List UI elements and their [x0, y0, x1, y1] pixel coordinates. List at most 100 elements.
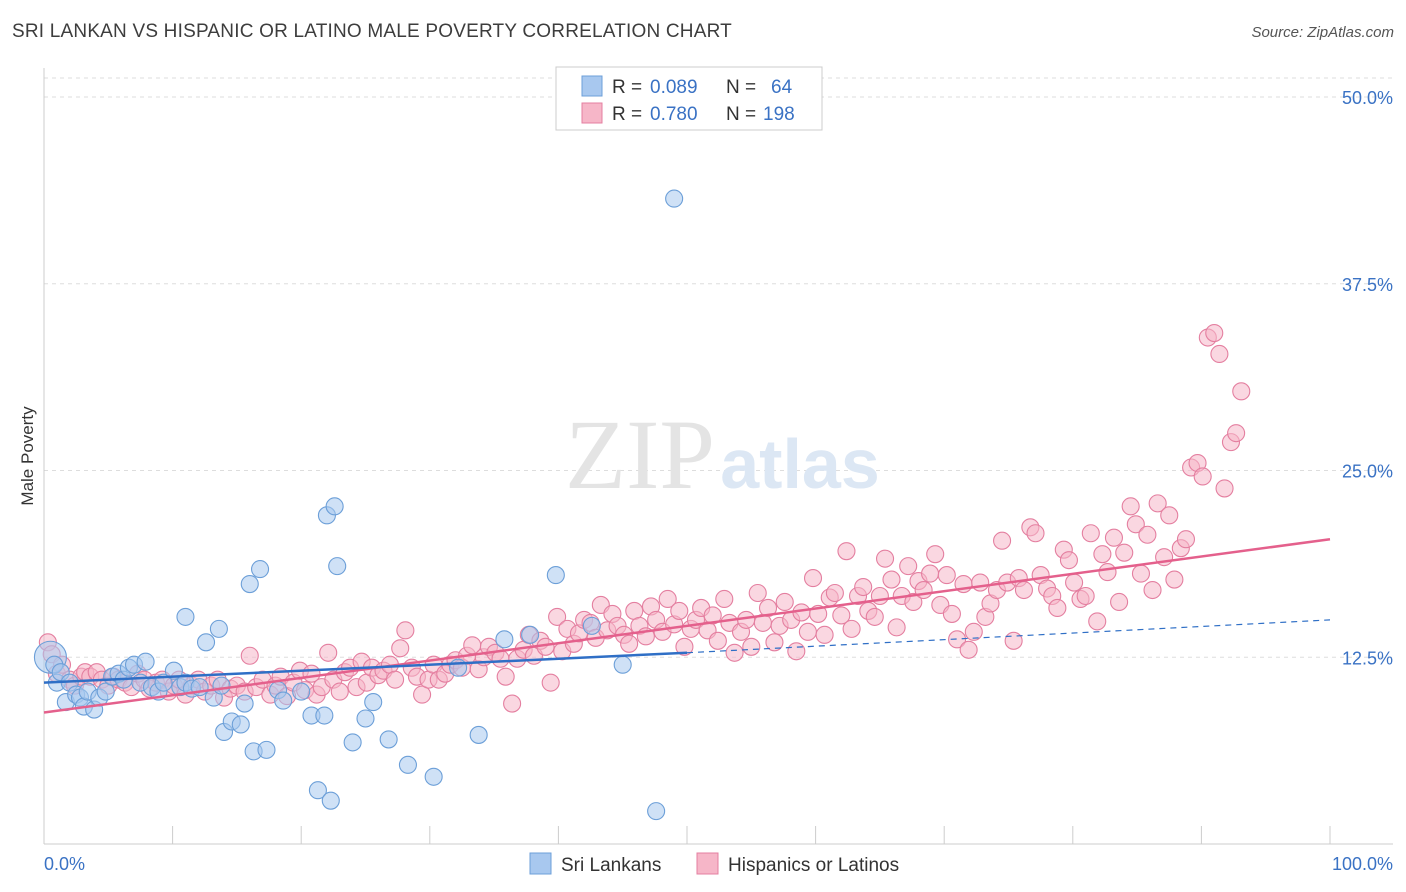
point-hispanics: [1148, 494, 1167, 513]
point-hispanics: [837, 542, 856, 561]
point-hispanics: [1131, 564, 1151, 583]
point-hispanics: [1059, 551, 1078, 570]
point-srilankans: [495, 630, 514, 649]
legend-r-label-1: R =: [612, 77, 642, 98]
point-hispanics: [1065, 573, 1084, 592]
legend-n-label-2: N =: [726, 104, 756, 125]
point-hispanics: [703, 606, 722, 625]
point-hispanics: [670, 601, 689, 620]
point-hispanics: [926, 545, 945, 564]
point-srilankans: [521, 625, 540, 644]
point-hispanics: [658, 589, 677, 609]
point-srilankans: [356, 709, 375, 728]
point-hispanics: [748, 583, 767, 603]
point-srilankans: [546, 566, 565, 585]
point-hispanics: [541, 673, 560, 692]
point-hispanics: [787, 642, 806, 661]
point-hispanics: [396, 621, 415, 640]
legend-r-value-1: 0.089: [650, 77, 698, 98]
point-hispanics: [1088, 612, 1107, 631]
legend-r-value-2: 0.780: [650, 104, 698, 125]
point-hispanics: [875, 549, 895, 568]
series-legend: Sri Lankans Hispanics or Latinos: [529, 852, 899, 876]
point-hispanics: [882, 570, 901, 589]
legend-swatch-blue: [581, 75, 603, 97]
point-hispanics: [765, 633, 784, 652]
point-hispanics: [496, 667, 515, 686]
y-tick-label: 12.5%: [1342, 648, 1393, 668]
point-srilankans: [315, 706, 334, 725]
legend-swatch-pink: [581, 102, 603, 124]
point-hispanics: [899, 557, 918, 576]
trend-srilankans: [43, 651, 688, 684]
point-hispanics: [798, 622, 817, 641]
point-hispanics: [1165, 570, 1184, 589]
point-hispanics: [964, 622, 983, 641]
point-hispanics: [870, 586, 889, 606]
point-srilankans: [308, 781, 327, 800]
point-hispanics: [1026, 524, 1045, 543]
point-hispanics: [1143, 580, 1162, 600]
point-hispanics: [865, 607, 884, 626]
trend-lines: [43, 537, 1331, 714]
legend-n-value-2: 198: [763, 104, 795, 125]
point-srilankans: [196, 633, 216, 652]
point-hispanics: [1081, 524, 1100, 543]
watermark-atlas: atlas: [720, 425, 880, 503]
point-hispanics: [386, 670, 405, 689]
point-srilankans: [164, 661, 183, 680]
point-hispanics: [1176, 530, 1196, 549]
y-tick-label: 25.0%: [1342, 462, 1393, 482]
point-srilankans: [449, 658, 468, 677]
point-hispanics: [1193, 467, 1212, 486]
source-credit: Source: ZipAtlas.com: [1251, 24, 1394, 41]
point-hispanics: [620, 634, 639, 653]
point-srilankans: [379, 730, 398, 749]
legend-r-label-2: R =: [612, 104, 642, 125]
point-srilankans: [321, 791, 340, 810]
point-srilankans: [212, 676, 231, 695]
point-hispanics: [1215, 479, 1234, 498]
point-srilankans: [176, 607, 195, 626]
point-srilankans: [235, 694, 254, 713]
y-tick-label: 37.5%: [1342, 275, 1393, 295]
point-hispanics: [1126, 515, 1145, 534]
point-hispanics: [1076, 586, 1095, 606]
y-axis-title: Male Poverty: [18, 406, 37, 506]
point-hispanics: [708, 631, 727, 650]
point-srilankans: [328, 557, 347, 576]
point-srilankans: [250, 560, 270, 579]
point-srilankans: [209, 619, 228, 638]
point-hispanics: [937, 566, 956, 585]
trend-srilankans-extension: [686, 619, 1331, 654]
x-tick-label-min: 0.0%: [44, 854, 85, 874]
point-srilankans: [582, 616, 601, 635]
point-srilankans: [231, 715, 250, 734]
point-hispanics: [993, 531, 1012, 550]
point-hispanics: [319, 643, 338, 662]
point-hispanics: [854, 577, 873, 597]
point-srilankans: [665, 189, 684, 208]
point-hispanics: [413, 685, 432, 704]
point-hispanics: [942, 604, 961, 623]
stats-legend: R = 0.089 N = 64 R = 0.780 N = 198: [555, 66, 823, 131]
point-hispanics: [240, 646, 259, 665]
y-tick-label: 50.0%: [1342, 88, 1393, 108]
legend-n-value-1: 64: [771, 77, 793, 98]
legend-n-label-1: N =: [726, 77, 756, 98]
watermark-zip: ZIP: [565, 399, 715, 510]
point-hispanics: [758, 598, 778, 617]
point-srilankans: [96, 682, 115, 701]
point-hispanics: [1227, 424, 1246, 443]
point-hispanics: [675, 637, 694, 656]
chart-title: SRI LANKAN VS HISPANIC OR LATINO MALE PO…: [12, 21, 732, 42]
point-srilankans: [364, 693, 383, 712]
bottom-legend-swatch-blue: [529, 852, 552, 875]
point-hispanics: [904, 592, 923, 612]
point-hispanics: [1093, 545, 1112, 564]
point-srilankans: [274, 691, 293, 710]
point-hispanics: [1048, 598, 1067, 617]
point-hispanics: [391, 639, 410, 658]
point-srilankans: [136, 652, 155, 671]
